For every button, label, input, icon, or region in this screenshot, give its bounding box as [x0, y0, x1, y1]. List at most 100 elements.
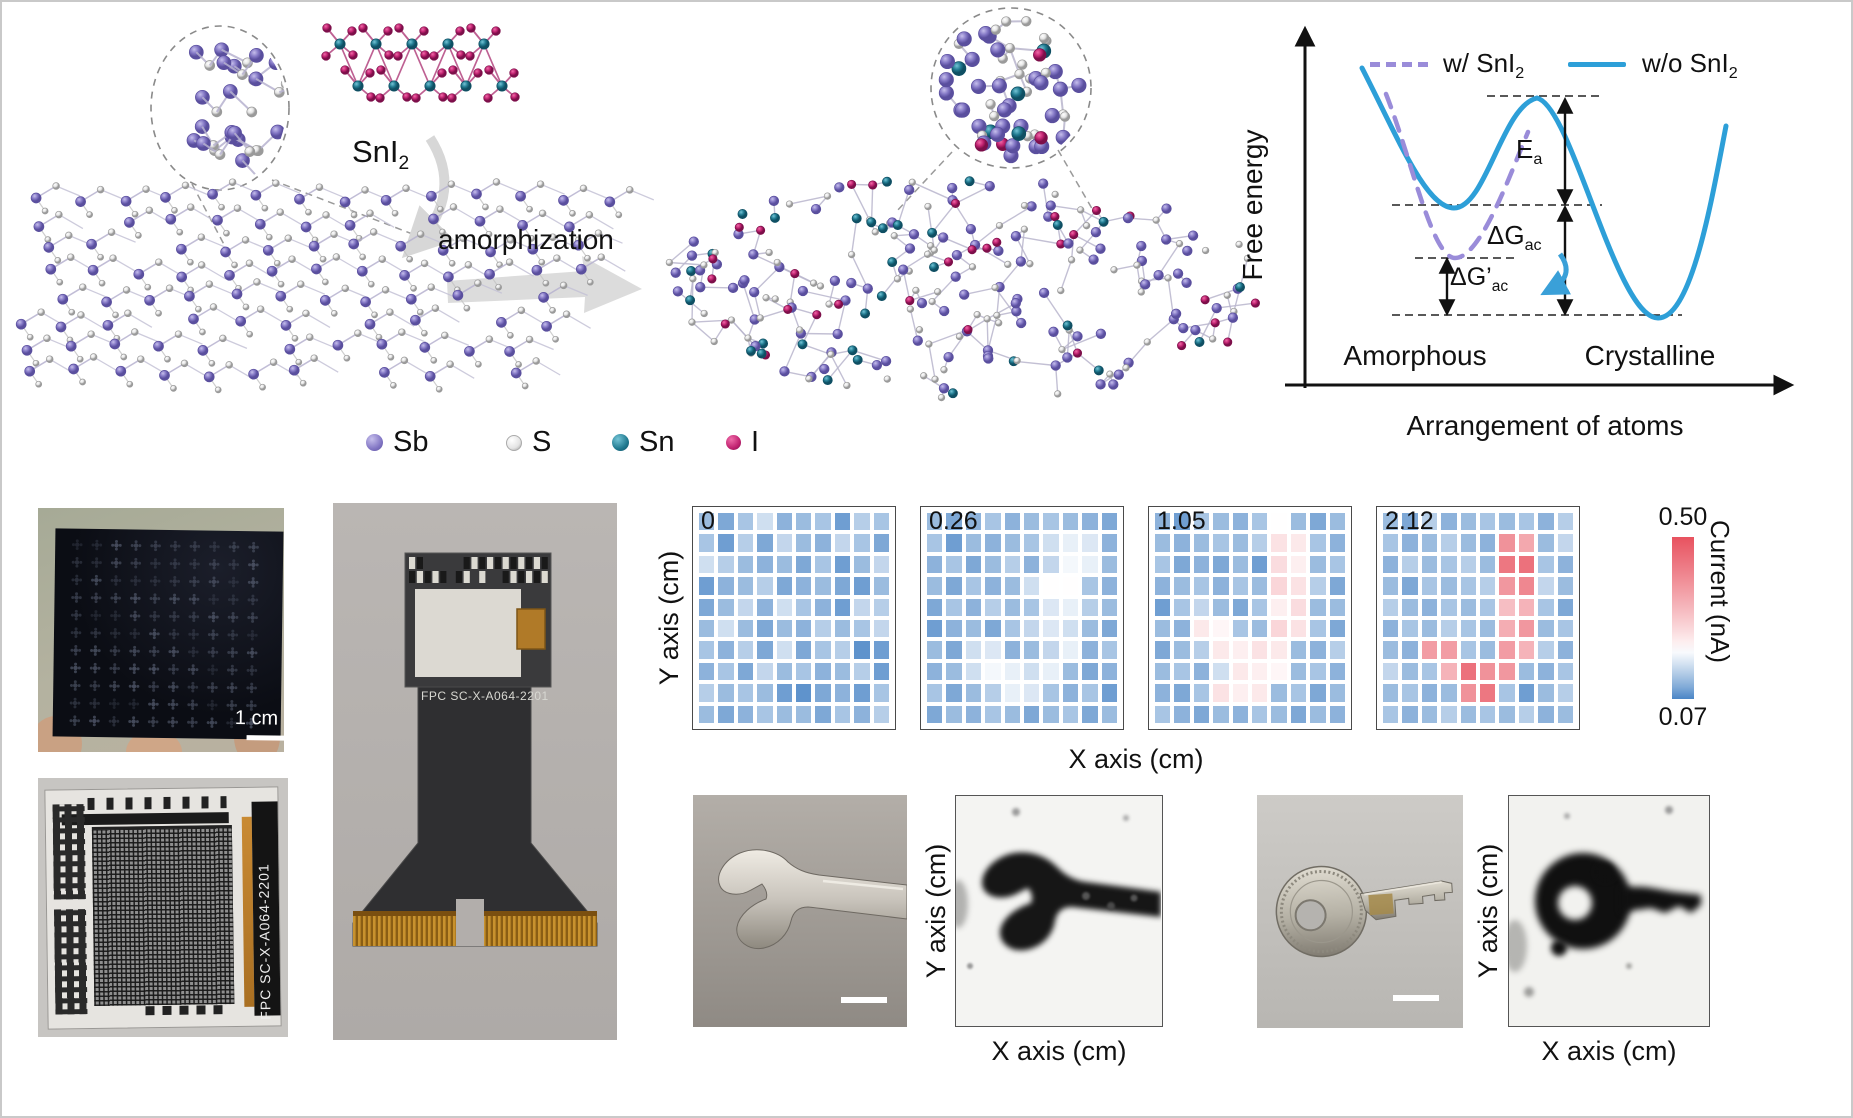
heatmap-cell — [1329, 684, 1345, 702]
heatmap-cell — [795, 641, 812, 659]
wrench-silhouette — [982, 852, 1161, 951]
heatmap-cell — [1557, 684, 1573, 702]
heatmap-cell — [1499, 534, 1515, 552]
heatmap-cell — [1174, 684, 1190, 702]
heatmap-cell — [718, 513, 734, 531]
heatmap-cell — [854, 684, 870, 702]
heatmap-cell — [1499, 662, 1515, 681]
heatmap-cell — [1101, 619, 1117, 638]
heatmap-cell — [776, 684, 792, 702]
heatmap-cell — [965, 598, 982, 616]
snl2-curved-arrow — [401, 135, 455, 259]
heatmap-cell — [757, 513, 773, 531]
heatmap-cell — [815, 619, 831, 638]
heatmap-cell — [815, 577, 831, 595]
colorbar-title: Current (nA) — [1705, 520, 1735, 664]
heatmap-cell — [757, 705, 773, 723]
heatmap-cell — [946, 619, 962, 638]
heatmap-cell — [1155, 641, 1171, 659]
key — [1275, 865, 1453, 958]
heatmap-cell — [718, 598, 734, 616]
legend-item-i: I — [726, 426, 759, 459]
energy-x-label: Arrangement of atoms — [1406, 410, 1684, 441]
heatmap-cell — [1460, 705, 1476, 723]
heatmap-panel-0: 0 — [692, 506, 896, 730]
heatmap-cell — [1232, 555, 1248, 574]
scale-bar-label: 1 cm — [234, 706, 279, 730]
heatmap-label: 0 — [701, 507, 715, 535]
heatmap-cell — [1538, 641, 1554, 659]
heatmap-cell — [699, 534, 715, 552]
heatmap-cell — [1271, 577, 1287, 595]
heatmap-cell — [834, 598, 851, 616]
heatmap-cell — [1271, 662, 1287, 681]
heatmap-cell — [1421, 555, 1438, 574]
heatmap-cell — [873, 684, 889, 702]
legend-without-snl2: w/o SnI2 — [1642, 48, 1738, 83]
heatmap-cell — [718, 534, 734, 552]
heatmap-cell — [1402, 641, 1418, 659]
heatmap-label: 0.26 — [929, 507, 978, 535]
heatmap-cell — [1062, 684, 1079, 702]
heatmap-cell — [1082, 662, 1098, 681]
heatmap-cell — [1251, 641, 1268, 659]
heatmap-cell — [737, 534, 754, 552]
heatmap-cell — [1251, 555, 1268, 574]
heatmap-cell — [1479, 641, 1496, 659]
heatmap-cell — [1538, 705, 1554, 723]
heatmap-cell — [834, 555, 851, 574]
heatmap-cell — [1023, 534, 1040, 552]
heatmap-cell — [1557, 598, 1573, 616]
amorphization-schematic — [15, 7, 1260, 402]
heatmap-cell — [1290, 662, 1307, 681]
heatmap-cell — [757, 598, 773, 616]
heatmap-cell — [854, 662, 870, 681]
gold-flap — [516, 608, 546, 650]
heatmap-cell — [1557, 513, 1573, 531]
scale-bar — [246, 735, 284, 741]
heatmap-cell — [1213, 577, 1229, 595]
heatmap-cell — [1290, 619, 1307, 638]
heatmap-cell — [1479, 598, 1496, 616]
heatmap-cell — [985, 513, 1001, 531]
heatmap-cell — [737, 662, 754, 681]
heatmap-cell — [1402, 684, 1418, 702]
heatmap-cell — [1043, 513, 1059, 531]
heatmap-cell — [1271, 684, 1287, 702]
heatmap-cell — [1290, 555, 1307, 574]
amorphization-label: amorphization — [438, 224, 614, 255]
heatmap-cell — [854, 577, 870, 595]
heatmap-cell — [1402, 534, 1418, 552]
heatmap-cell — [776, 705, 792, 723]
scale-bar — [841, 997, 887, 1003]
legend-with-snl2: w/ SnI2 — [1443, 48, 1525, 83]
heatmap-cell — [1174, 641, 1190, 659]
heatmap-cell — [737, 577, 754, 595]
key-map-x-label: X axis (cm) — [1541, 1036, 1677, 1066]
amorphous-inset-circle — [930, 7, 1092, 169]
heatmap-cell — [854, 641, 870, 659]
key-blade-silhouette — [1621, 886, 1701, 913]
heatmap-cell — [1383, 598, 1399, 616]
heatmap-cell — [1004, 555, 1020, 574]
heatmap-cell — [1193, 577, 1210, 595]
heatmap-cell — [1023, 598, 1040, 616]
snl2-label: SnI2 — [352, 134, 410, 175]
heatmap-cell — [1174, 705, 1190, 723]
legend-item-sb: Sb — [366, 426, 428, 459]
heatmap-cell — [1310, 534, 1326, 552]
heatmap-cell — [1329, 598, 1345, 616]
sn-atom-icon — [612, 434, 629, 451]
heatmap-cell — [1518, 598, 1535, 616]
heatmap-cell — [1538, 577, 1554, 595]
film: 1 cm — [52, 528, 284, 741]
heatmap-cell — [854, 534, 870, 552]
heatmap-cell — [1101, 534, 1117, 552]
heatmap-cell — [1155, 534, 1171, 552]
heatmap-cell — [985, 598, 1001, 616]
heatmap-cell — [1383, 684, 1399, 702]
heatmap-cell — [854, 619, 870, 638]
top-black-bar — [61, 811, 230, 825]
heatmap-cell — [1251, 684, 1268, 702]
heatmap-cell — [873, 705, 889, 723]
